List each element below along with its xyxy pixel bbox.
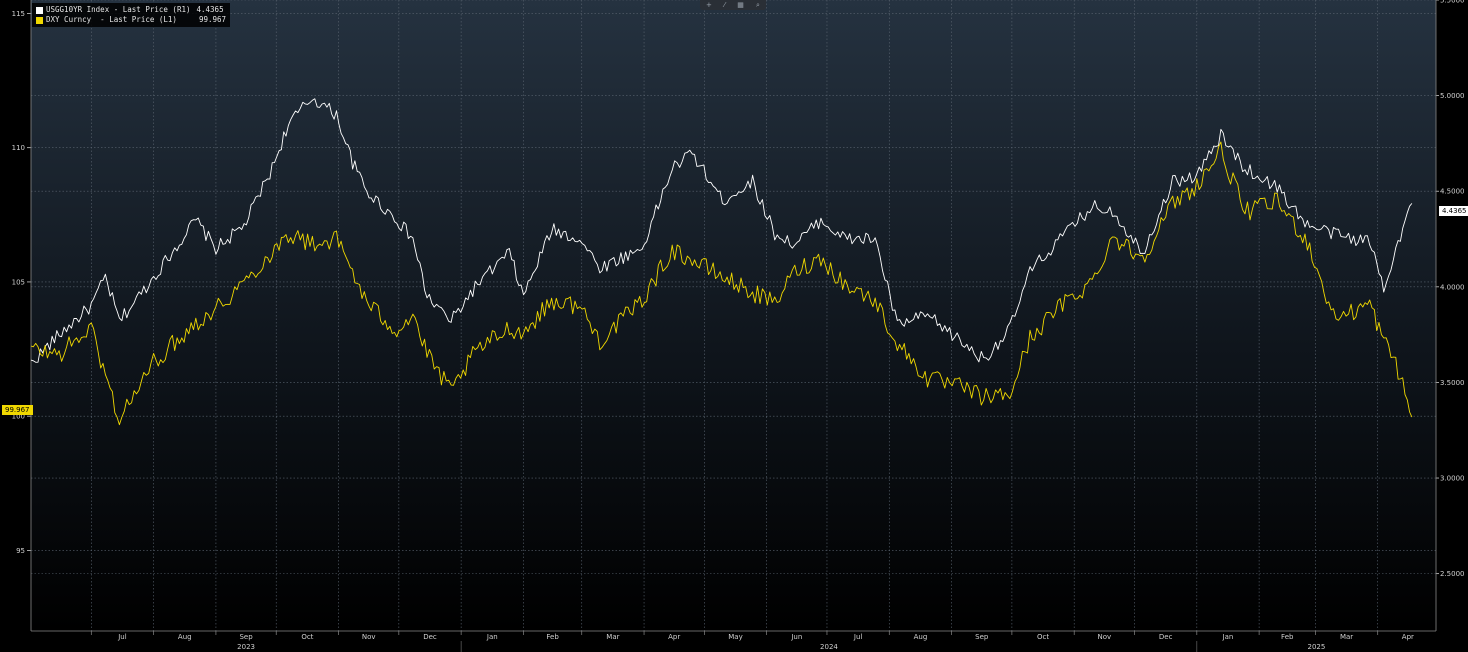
axes: 115 110 105 100 95 5.5000 5.0000 4.5000 4.0000 3.…	[12, 0, 1465, 652]
x-tick-label: Aug	[914, 633, 928, 641]
x-tick-label: Mar	[606, 633, 619, 641]
year-label: 2025	[1307, 643, 1325, 651]
x-tick-label: Dec	[423, 633, 437, 641]
y-left-tick-label: 105	[12, 278, 25, 286]
legend-item-dxy[interactable]: DXY Curncy - Last Price (L1) 99.967	[36, 15, 226, 25]
series-line-usgg10yr	[30, 98, 1413, 363]
x-tick-label: Jan	[1222, 633, 1234, 641]
grid-icon[interactable]: ▦	[737, 1, 744, 9]
chart-legend: USGG10YR Index - Last Price (R1) 4.4365 …	[32, 3, 231, 27]
last-price-tag-right: 4.4365	[1439, 206, 1468, 216]
y-left-tick-label: 100	[12, 413, 25, 421]
x-tick-label: Jun	[790, 633, 802, 641]
series-group	[30, 98, 1413, 426]
y-right-tick-label: 4.5000	[1440, 188, 1465, 196]
y-left-tick-label: 110	[12, 144, 25, 152]
chart-toolbar: + ⁄ ▦ ⌕	[700, 0, 766, 10]
y-right-tick-label: 5.0000	[1440, 92, 1465, 100]
x-tick-label: Sep	[239, 633, 253, 641]
last-price-tag-left: 99.967	[2, 405, 33, 415]
pencil-icon[interactable]: ⁄	[724, 1, 726, 9]
x-tick-label: Jan	[486, 633, 498, 641]
crosshair-icon[interactable]: +	[706, 1, 712, 9]
x-tick-label: Jul	[117, 633, 127, 641]
x-tick-label: Nov	[362, 633, 376, 641]
y-right-tick-label: 2.5000	[1440, 570, 1465, 578]
y-right-tick-label: 4.0000	[1440, 283, 1465, 291]
y-left-tick-label: 95	[16, 547, 25, 555]
legend-item-usgg10yr[interactable]: USGG10YR Index - Last Price (R1) 4.4365	[36, 5, 226, 15]
x-tick-label: Feb	[1281, 633, 1294, 641]
x-tick-label: Dec	[1159, 633, 1173, 641]
x-tick-label: Aug	[178, 633, 192, 641]
legend-swatch-yellow	[36, 16, 43, 24]
year-label: 2023	[237, 643, 255, 651]
y-right-tick-label: 3.5000	[1440, 379, 1465, 387]
plot-area	[31, 0, 1436, 631]
x-tick-label: Oct	[301, 633, 313, 641]
grid	[31, 0, 1436, 631]
legend-label: USGG10YR Index - Last Price (R1)	[46, 5, 191, 14]
x-tick-label: Oct	[1037, 633, 1049, 641]
zoom-icon[interactable]: ⌕	[756, 1, 760, 9]
x-axis-labels: Jul Aug Sep Oct Nov Dec Jan Feb Mar Apr May Jun Jul A…	[117, 633, 1414, 651]
x-tick-label: Apr	[668, 633, 680, 641]
legend-value: 4.4365	[196, 5, 224, 14]
legend-label: DXY Curncy - Last Price (L1)	[46, 15, 177, 24]
legend-value: 99.967	[198, 15, 227, 24]
y-right-tick-label: 3.0000	[1440, 475, 1465, 483]
series-line-dxy	[30, 141, 1413, 426]
x-tick-label: Mar	[1340, 633, 1353, 641]
x-tick-label: Jul	[853, 633, 863, 641]
y-right-tick-label: 5.5000	[1440, 0, 1465, 5]
y-left-tick-label: 115	[12, 10, 25, 18]
x-tick-label: Nov	[1098, 633, 1112, 641]
x-tick-label: Sep	[975, 633, 989, 641]
legend-swatch-white	[36, 6, 43, 14]
x-tick-label: Apr	[1402, 633, 1414, 641]
x-tick-label: May	[728, 633, 742, 641]
x-tick-label: Feb	[546, 633, 559, 641]
year-label: 2024	[820, 643, 838, 651]
